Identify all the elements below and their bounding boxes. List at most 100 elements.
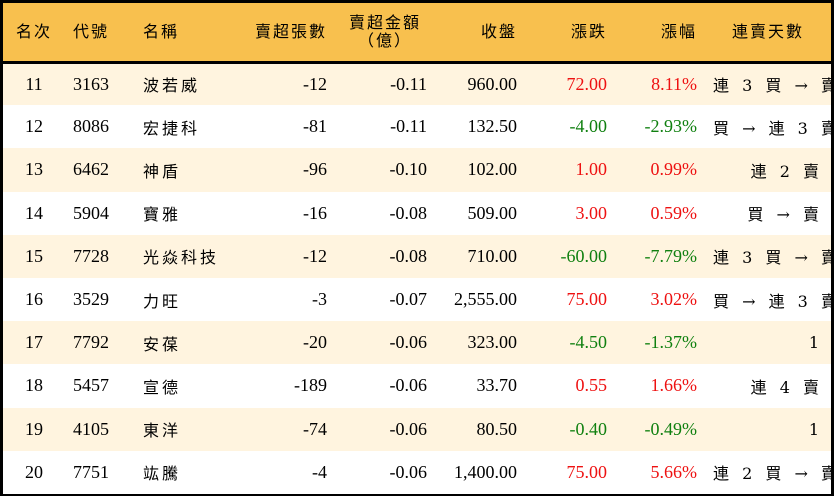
table-body: 11 3163 波若威 -12 -0.11 960.00 72.00 8.11%…: [3, 62, 834, 494]
cell-change: -0.40: [569, 418, 608, 439]
table-row[interactable]: 16 3529 力旺 -3 -0.07 2,555.00 75.00 3.02%…: [3, 277, 834, 322]
cell-streak: 買 → 連 3 賣: [713, 291, 834, 311]
cell-change-pct: 3.02%: [650, 289, 698, 310]
net-sell-ranking-table: 名次 代號 名稱 賣超張數 賣超金額 （億） 收盤 漲跌 漲幅 連賣天數 11 …: [3, 3, 834, 494]
cell-streak: 連 3 買 → 賣: [713, 76, 834, 96]
table-row[interactable]: 11 3163 波若威 -12 -0.11 960.00 72.00 8.11%…: [3, 62, 834, 106]
cell-change-pct: -2.93%: [644, 116, 698, 137]
cell-change: -4.50: [569, 332, 608, 353]
cell-name[interactable]: 安葆: [143, 334, 182, 354]
cell-net-sell-lots: -74: [303, 418, 327, 439]
cell-change: 72.00: [566, 73, 608, 94]
cell-close: 132.50: [467, 116, 518, 137]
cell-change: 3.00: [575, 202, 608, 223]
cell-net-sell-amount: -0.06: [389, 375, 428, 396]
cell-code[interactable]: 7728: [73, 245, 109, 266]
cell-streak: 買 → 賣: [747, 205, 823, 225]
cell-code[interactable]: 7792: [73, 332, 109, 353]
cell-net-sell-lots: -3: [312, 289, 327, 310]
cell-close: 960.00: [467, 73, 518, 94]
cell-change: 75.00: [566, 289, 608, 310]
header-streak[interactable]: 連賣天數: [731, 21, 804, 41]
cell-rank: 11: [25, 73, 43, 94]
cell-rank: 18: [25, 375, 43, 396]
header-net-sell-amount-line1: 賣超金額: [348, 12, 421, 32]
header-change[interactable]: 漲跌: [570, 21, 607, 41]
cell-change-pct: -0.49%: [644, 418, 698, 439]
cell-net-sell-lots: -4: [312, 461, 327, 482]
cell-rank: 13: [25, 159, 43, 180]
cell-net-sell-amount: -0.11: [390, 116, 427, 137]
cell-close: 80.50: [476, 418, 518, 439]
cell-net-sell-lots: -189: [294, 375, 327, 396]
table-row[interactable]: 19 4105 東洋 -74 -0.06 80.50 -0.40 -0.49% …: [3, 407, 831, 451]
cell-code[interactable]: 5457: [73, 375, 109, 396]
table-row[interactable]: 18 5457 宣德 -189 -0.06 33.70 0.55 1.66% 連…: [3, 364, 831, 408]
cell-change-pct: 1.66%: [650, 375, 698, 396]
cell-code[interactable]: 3163: [73, 73, 109, 94]
header-name[interactable]: 名稱: [143, 21, 180, 41]
cell-net-sell-amount: -0.08: [389, 245, 428, 266]
cell-rank: 19: [25, 418, 43, 439]
cell-close: 33.70: [476, 375, 518, 396]
cell-code[interactable]: 4105: [73, 418, 109, 439]
table-row[interactable]: 15 7728 光焱科技 -12 -0.08 710.00 -60.00 -7.…: [3, 234, 834, 278]
cell-change: -4.00: [569, 116, 608, 137]
cell-name[interactable]: 竑騰: [143, 464, 182, 484]
cell-net-sell-amount: -0.07: [389, 289, 428, 310]
header-rank[interactable]: 名次: [15, 21, 52, 41]
cell-change: 75.00: [566, 461, 608, 482]
cell-change-pct: -1.37%: [644, 332, 698, 353]
cell-change-pct: 0.59%: [650, 202, 698, 223]
cell-name[interactable]: 神盾: [143, 161, 182, 181]
cell-name[interactable]: 東洋: [143, 421, 182, 441]
table-row[interactable]: 20 7751 竑騰 -4 -0.06 1,400.00 75.00 5.66%…: [3, 450, 834, 494]
cell-code[interactable]: 6462: [73, 159, 109, 180]
cell-name[interactable]: 波若威: [143, 76, 201, 96]
header-code[interactable]: 代號: [73, 21, 110, 41]
cell-streak: 買 → 連 3 賣: [713, 118, 834, 138]
cell-rank: 15: [25, 245, 43, 266]
cell-streak: 連 3 買 → 賣: [713, 248, 834, 268]
cell-change-pct: 0.99%: [650, 159, 698, 180]
cell-name[interactable]: 寶雅: [143, 205, 182, 225]
header-net-sell-amount-line2: （億）: [357, 30, 412, 50]
cell-rank: 20: [25, 461, 43, 482]
cell-net-sell-lots: -12: [303, 245, 327, 266]
header-net-sell-lots[interactable]: 賣超張數: [254, 21, 327, 41]
table-row[interactable]: 17 7792 安葆 -20 -0.06 323.00 -4.50 -1.37%…: [3, 321, 831, 365]
header-net-sell-amount[interactable]: 賣超金額 （億）: [335, 3, 435, 62]
table-row[interactable]: 14 5904 寶雅 -16 -0.08 509.00 3.00 0.59% 買…: [3, 191, 831, 235]
cell-net-sell-amount: -0.06: [389, 418, 428, 439]
cell-net-sell-lots: -81: [303, 116, 327, 137]
cell-code[interactable]: 5904: [73, 202, 109, 223]
table-header-row: 名次 代號 名稱 賣超張數 賣超金額 （億） 收盤 漲跌 漲幅 連賣天數: [3, 3, 831, 62]
cell-name[interactable]: 力旺: [143, 291, 182, 311]
cell-close: 2,555.00: [454, 289, 517, 310]
cell-net-sell-lots: -16: [303, 202, 327, 223]
cell-code[interactable]: 7751: [73, 461, 109, 482]
cell-change-pct: -7.79%: [644, 245, 698, 266]
cell-close: 1,400.00: [454, 461, 517, 482]
cell-net-sell-lots: -12: [303, 73, 327, 94]
cell-rank: 17: [25, 332, 43, 353]
cell-net-sell-amount: -0.10: [389, 159, 428, 180]
table-row[interactable]: 13 6462 神盾 -96 -0.10 102.00 1.00 0.99% 連…: [3, 148, 831, 192]
cell-streak: 1: [808, 419, 823, 439]
cell-close: 323.00: [467, 332, 518, 353]
cell-name[interactable]: 宣德: [143, 377, 182, 397]
cell-streak: 連 2 買 → 賣: [713, 464, 834, 484]
table-row[interactable]: 12 8086 宏捷科 -81 -0.11 132.50 -4.00 -2.93…: [3, 105, 834, 149]
cell-net-sell-lots: -96: [303, 159, 327, 180]
cell-name[interactable]: 宏捷科: [143, 118, 201, 138]
cell-change: 1.00: [575, 159, 608, 180]
cell-rank: 12: [25, 116, 43, 137]
cell-close: 710.00: [467, 245, 518, 266]
cell-name[interactable]: 光焱科技: [143, 248, 220, 268]
cell-change: 0.55: [575, 375, 608, 396]
header-change-pct[interactable]: 漲幅: [660, 21, 697, 41]
cell-code[interactable]: 3529: [73, 289, 109, 310]
cell-code[interactable]: 8086: [73, 116, 109, 137]
header-close[interactable]: 收盤: [480, 21, 517, 41]
